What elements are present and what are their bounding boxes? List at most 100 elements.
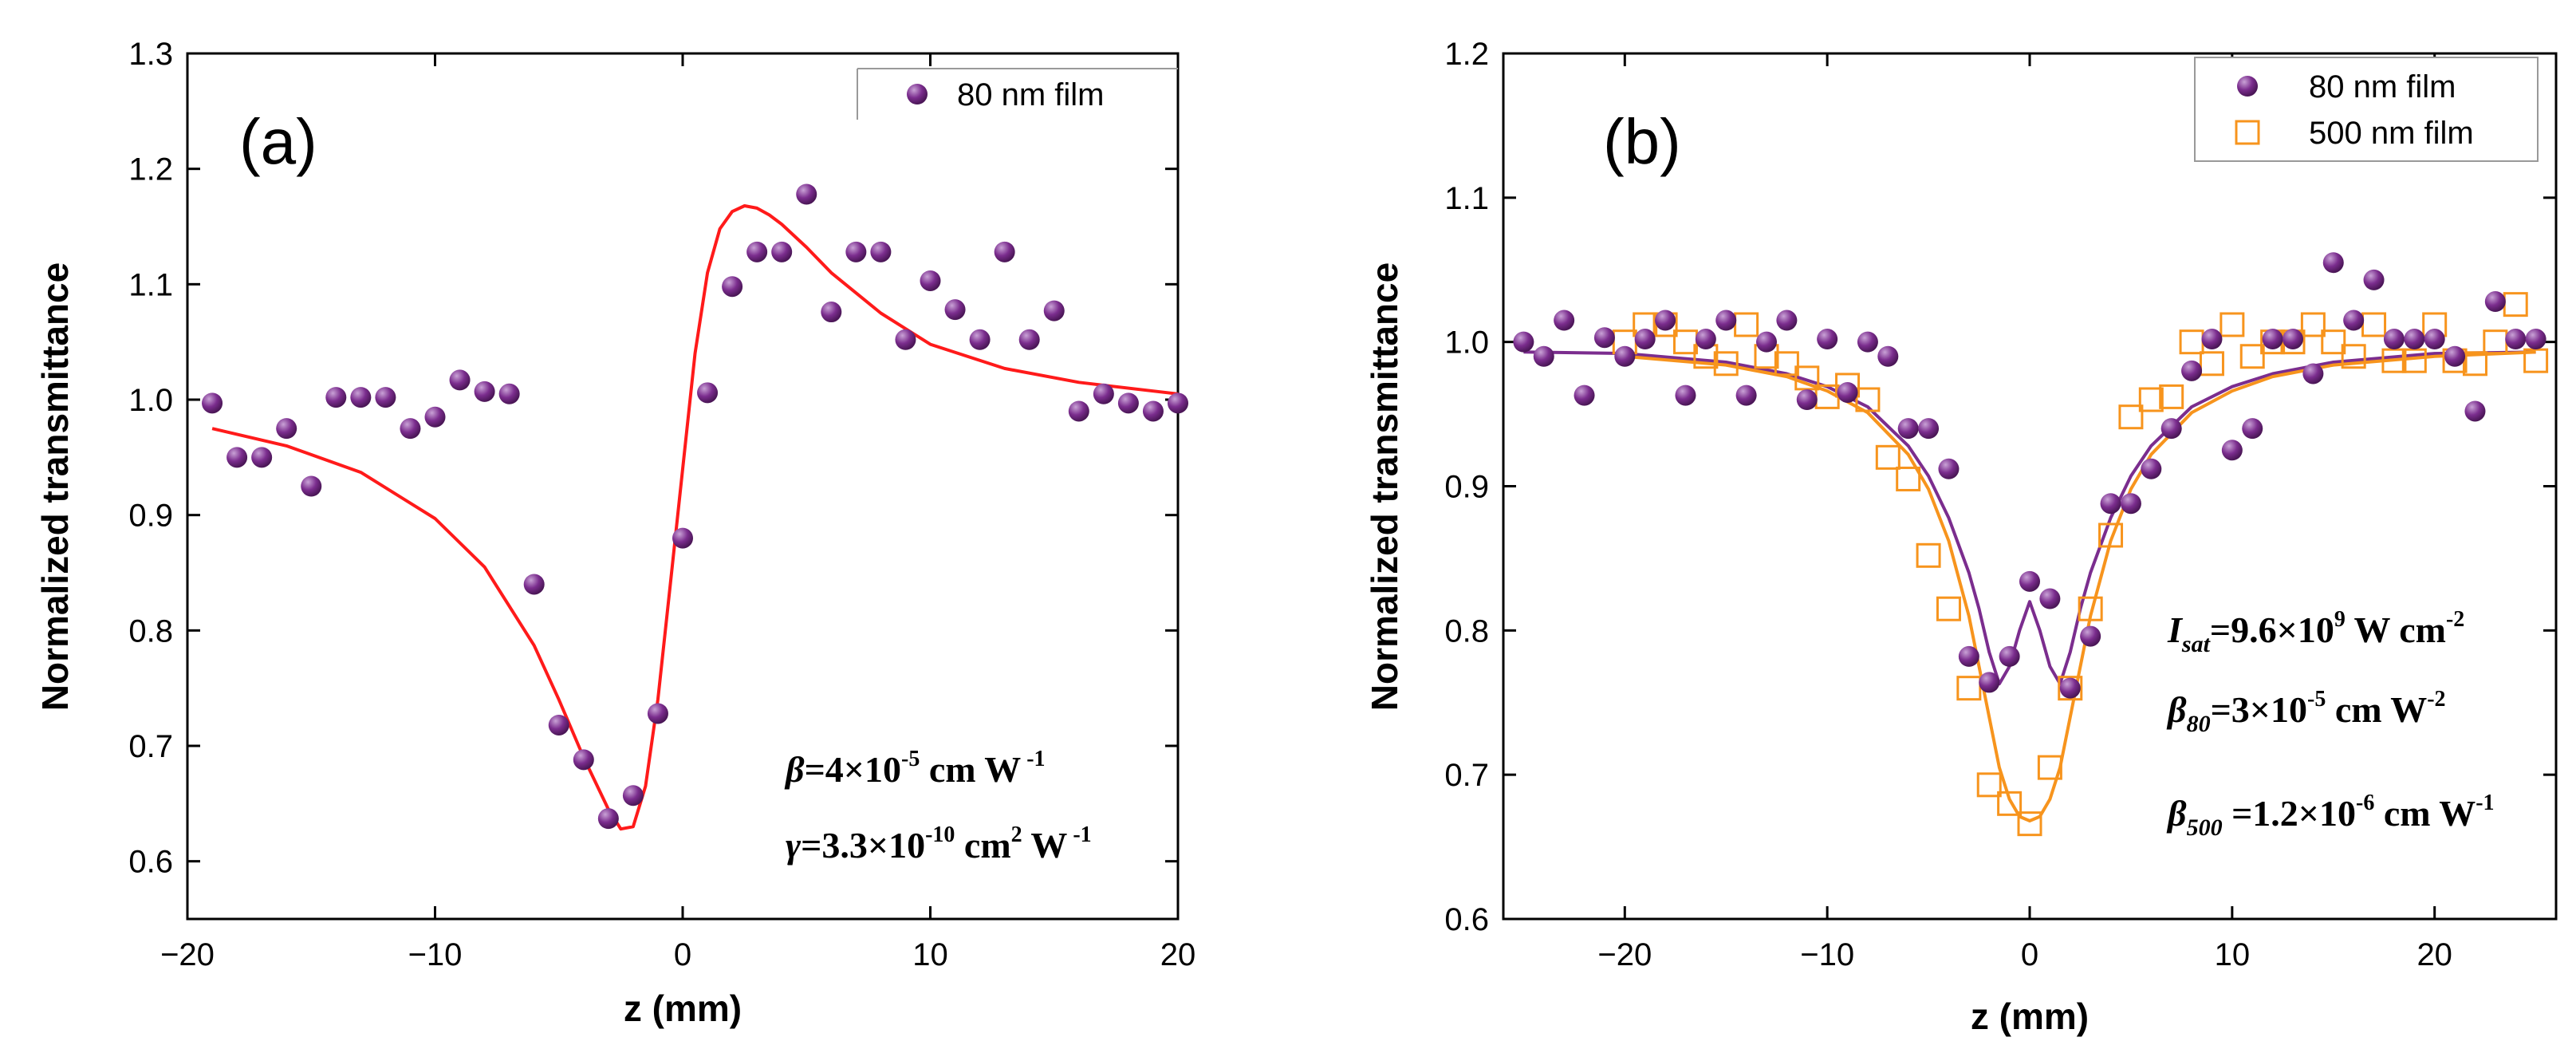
panel-b-point-500nm [2078, 596, 2103, 621]
anno-a-gamma-tail2-sup: -1 [1067, 822, 1091, 847]
panel-b-point-80nm [1958, 645, 1979, 667]
panel-b-point-80nm [2424, 329, 2445, 350]
panel-b-legend-label-80nm: 80 nm film [2309, 69, 2456, 105]
panel-b-point-80nm [1857, 331, 1878, 353]
panel-b-ylabel: Normalized transmittance [1364, 262, 1405, 711]
panel-b-annotation-beta500: β500 =1.2×10-6 cm W-1 [2166, 791, 2495, 841]
panel-b-point-500nm [2341, 344, 2366, 369]
a-ytick-label: 1.3 [128, 37, 173, 72]
panel-b-point-80nm [1513, 331, 1534, 353]
panel-b-fit-curves [1523, 350, 2536, 822]
panel-b-annotations: Isat=9.6×109 W cm-2 β80=3×10-5 cm W-2 β5… [2166, 607, 2495, 841]
panel-b-fit-line [1523, 350, 2536, 686]
panel-b-x-ticks: −20 −10 0 10 20 [1597, 53, 2452, 972]
a-xtick-label: −10 [408, 937, 463, 972]
panel-b-point-80nm [1655, 310, 1676, 331]
panel-a-point [647, 703, 668, 724]
anno-a-gamma-tail2: W [1022, 825, 1068, 866]
panel-b-point-80nm [1735, 385, 1757, 406]
a-ytick-label: 1.2 [128, 152, 173, 187]
panel-a-point [350, 387, 372, 408]
panel-a-x-ticks: −20 −10 0 10 20 [160, 53, 1195, 972]
panel-b-legend-marker-500nm [2235, 120, 2260, 145]
panel-b-point-500nm [2462, 351, 2487, 377]
panel-b-point-80nm [1979, 672, 2000, 693]
panel-a-legend-marker [907, 84, 928, 105]
panel-b-point-80nm [1938, 458, 1960, 479]
b-ytick-label: 1.0 [1444, 325, 1489, 361]
panel-b-frame [1502, 52, 2558, 921]
panel-b-annotation-isat: Isat=9.6×109 W cm-2 [2167, 607, 2464, 657]
panel-b-point-80nm [2242, 418, 2263, 440]
anno-b-beta80-sub: 80 [2187, 711, 2211, 737]
panel-a-label: (a) [239, 106, 317, 177]
anno-a-beta-symbol: β [784, 749, 805, 790]
panel-b-point-500nm [2159, 384, 2184, 409]
panel-a-point [969, 329, 991, 350]
panel-b-point-500nm [1875, 444, 1900, 470]
panel-a-point [845, 241, 867, 262]
panel-a-point [1018, 329, 1040, 350]
panel-b-point-500nm [1794, 365, 1820, 391]
panel-a-point [697, 382, 719, 404]
panel-b-legend-label-500nm: 500 nm film [2309, 116, 2474, 151]
panel-b-point-500nm [1855, 387, 1881, 412]
a-xtick-label: −20 [160, 937, 215, 972]
panel-a-point [944, 299, 966, 321]
panel-b-point-500nm [2220, 312, 2245, 337]
panel-b-point-500nm [2199, 351, 2224, 377]
panel-b-point-80nm [1776, 310, 1798, 331]
b-ytick-label: 0.6 [1444, 902, 1489, 937]
panel-a-point [325, 387, 347, 408]
panel-b-point-80nm [2464, 400, 2486, 422]
b-xtick-label: 10 [2215, 937, 2251, 972]
a-ytick-label: 1.1 [128, 267, 173, 302]
panel-a-point [548, 714, 569, 735]
panel-b-point-500nm [2098, 523, 2124, 548]
anno-b-isat-text: =9.6×10 [2210, 609, 2334, 650]
anno-b-isat-tail: W cm [2346, 609, 2446, 650]
panel-b-point-80nm [2322, 252, 2344, 274]
a-ytick-label: 0.6 [128, 845, 173, 880]
panel-a-frame [186, 52, 1180, 921]
panel-b-points [1513, 252, 2549, 837]
panel-b-legend: 80 nm film 500 nm film [2194, 57, 2539, 162]
panel-a-point [722, 276, 743, 298]
panel-b-point-80nm [2505, 329, 2527, 350]
panel-a-fit-curve [211, 204, 1179, 831]
panel-b-label: (b) [1603, 106, 1681, 177]
panel-a-point [424, 406, 446, 428]
panel-b-point-80nm [2404, 329, 2425, 350]
a-ytick-label: 0.9 [128, 499, 173, 534]
panel-a-point [1093, 383, 1114, 404]
panel-a-points [202, 183, 1188, 830]
panel-a-point [1142, 400, 1164, 422]
panel-a-point [400, 418, 421, 440]
panel-a-point [276, 418, 297, 440]
panel-b-point-80nm [1877, 345, 1899, 367]
panel-b-point-500nm [1997, 791, 2023, 816]
panel-b-point-500nm [1956, 676, 1982, 701]
panel-b-legend-marker-80nm [2237, 76, 2258, 97]
panel-b-point-80nm [2059, 677, 2081, 699]
b-ytick-label: 0.9 [1444, 470, 1489, 505]
b-ytick-label: 0.7 [1444, 758, 1489, 793]
panel-b-point-80nm [2120, 493, 2141, 515]
panel-b-point-500nm [2179, 329, 2204, 355]
panel-b-point-80nm [2383, 329, 2405, 350]
anno-a-gamma-sup: -10 [925, 822, 955, 847]
panel-b-point-80nm [1593, 327, 1615, 349]
panel-a-point [821, 302, 842, 323]
b-xtick-label: −20 [1597, 937, 1652, 972]
anno-b-beta500-tail-sup: -1 [2476, 791, 2494, 815]
panel-b-fit-line [1625, 350, 2536, 822]
anno-b-beta500-text: =1.2×10 [2223, 793, 2356, 834]
anno-b-isat-tail-sup: -2 [2446, 607, 2464, 632]
panel-a-point [523, 574, 545, 595]
panel-b-point-80nm [1897, 418, 1919, 440]
panel-a-point [771, 241, 793, 262]
panel-a-point [895, 329, 916, 350]
panel-a-point [870, 241, 892, 262]
anno-a-gamma-text: =3.3×10 [801, 825, 925, 866]
